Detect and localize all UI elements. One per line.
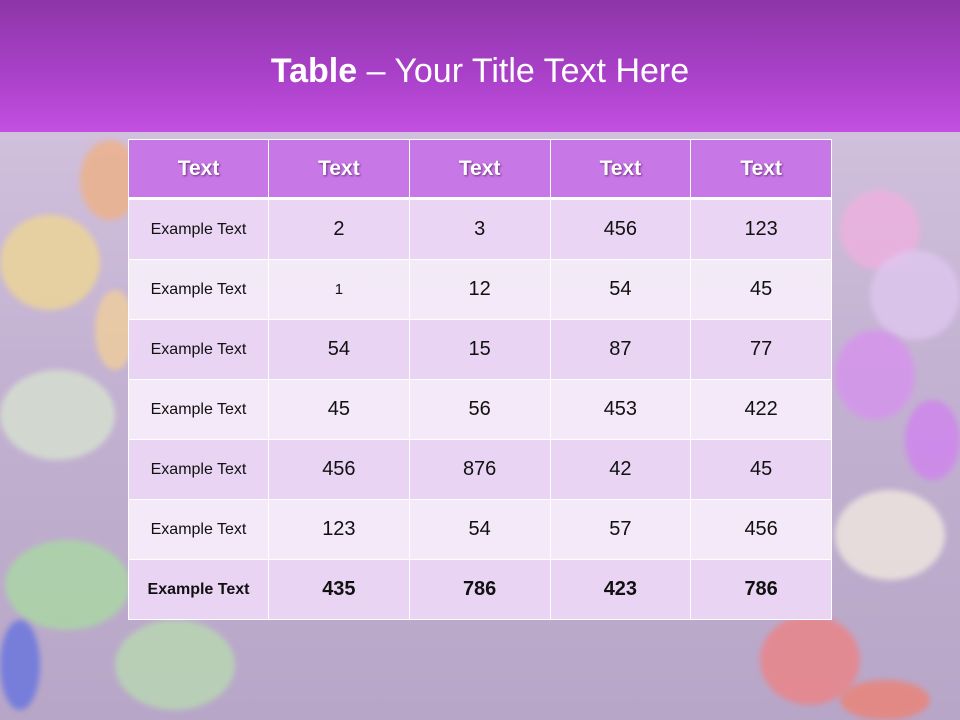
row-label: Example Text — [128, 559, 269, 620]
table-cell: 123 — [690, 198, 832, 260]
table-cell: 456 — [690, 499, 832, 560]
header-row: Text Text Text Text Text — [128, 139, 832, 200]
table-row: Example Text 435 786 423 786 — [128, 559, 832, 620]
table-cell: 423 — [549, 559, 692, 620]
table-cell: 54 — [268, 319, 410, 380]
table-cell: 1 — [268, 259, 410, 320]
table-row: Example Text 123 54 57 456 — [128, 499, 832, 560]
table-cell: 456 — [268, 439, 410, 500]
table-cell: 45 — [690, 259, 832, 320]
slide-title: Table – Your Title Text Here — [0, 52, 960, 91]
title-rest: – Your Title Text Here — [357, 52, 690, 90]
table-row: Example Text 45 56 453 422 — [128, 379, 832, 440]
table-cell: 77 — [690, 319, 832, 380]
table-row: Example Text 2 3 456 123 — [128, 198, 832, 260]
table-cell: 54 — [408, 499, 551, 560]
table-cell: 45 — [268, 379, 410, 440]
header-cell: Text — [690, 139, 832, 200]
header-cell: Text — [549, 139, 692, 200]
table-cell: 57 — [549, 499, 692, 560]
row-label: Example Text — [128, 198, 269, 260]
row-label: Example Text — [128, 319, 269, 380]
table-cell: 2 — [268, 198, 410, 260]
table-cell: 456 — [549, 198, 692, 260]
table-cell: 422 — [690, 379, 832, 440]
row-label: Example Text — [128, 499, 269, 560]
row-label: Example Text — [128, 259, 269, 320]
table-row: Example Text 1 12 54 45 — [128, 259, 832, 320]
table-cell: 54 — [549, 259, 692, 320]
table-cell: 45 — [690, 439, 832, 500]
table-cell: 56 — [408, 379, 551, 440]
header-cell: Text — [128, 139, 269, 200]
table-cell: 435 — [268, 559, 410, 620]
header-cell: Text — [408, 139, 551, 200]
title-band — [0, 0, 960, 132]
table-cell: 87 — [549, 319, 692, 380]
title-bold: Table — [270, 52, 358, 90]
table-cell: 3 — [408, 198, 551, 260]
table-cell: 876 — [408, 439, 551, 500]
table-cell: 786 — [690, 559, 832, 620]
table-cell: 12 — [408, 259, 551, 320]
data-table: Text Text Text Text Text Example Text 2 3 4… — [128, 139, 832, 620]
row-label: Example Text — [128, 379, 269, 440]
table-row: Example Text 456 876 42 45 — [128, 439, 832, 500]
table-cell: 123 — [268, 499, 410, 560]
table-cell: 15 — [408, 319, 551, 380]
table-row: Example Text 54 15 87 77 — [128, 319, 832, 380]
table-cell: 453 — [549, 379, 692, 440]
table-cell: 42 — [549, 439, 692, 500]
table-cell: 786 — [408, 559, 551, 620]
header-cell: Text — [268, 139, 410, 200]
row-label: Example Text — [128, 439, 269, 500]
